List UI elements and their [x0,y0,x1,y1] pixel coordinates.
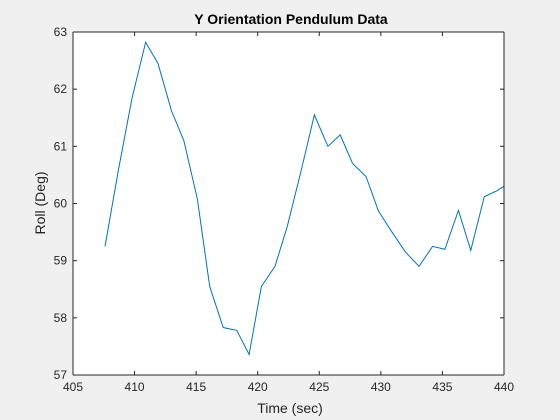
series-line-0 [104,40,505,356]
series-layer [104,40,505,356]
y-tick-label: 60 [54,197,68,211]
x-tick-layer: 405 410 415 420 425 430 435 440 [63,32,514,394]
x-tick-label: 415 [186,380,206,394]
chart-title: Y Orientation Pendulum Data [194,11,388,27]
x-tick-label: 430 [371,380,391,394]
y-tick-label: 57 [54,368,68,382]
plot-area [73,32,504,375]
y-tick-layer: 57 58 59 60 61 62 63 [54,25,504,382]
y-tick-label: 59 [54,254,68,268]
y-tick-label: 61 [54,139,68,153]
x-tick-label: 420 [248,380,268,394]
x-tick-label: 425 [309,380,329,394]
y-tick-label: 58 [54,311,68,325]
x-tick-label: 410 [125,380,145,394]
x-tick-label: 405 [63,380,83,394]
y-axis-label: Roll (Deg) [32,171,48,234]
y-tick-label: 63 [54,25,68,39]
y-tick-label: 62 [54,82,68,96]
x-axis-label: Time (sec) [257,400,323,416]
x-tick-label: 440 [494,380,514,394]
x-tick-label: 435 [432,380,452,394]
